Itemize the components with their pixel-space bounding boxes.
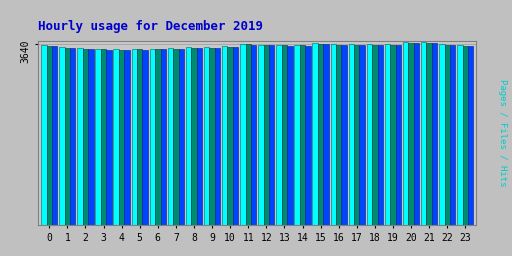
Bar bbox=[70, 48, 75, 225]
Bar bbox=[359, 45, 365, 225]
Bar bbox=[209, 48, 215, 225]
Bar bbox=[323, 44, 329, 225]
Bar bbox=[119, 49, 124, 225]
Text: Pages / Files / Hits: Pages / Files / Hits bbox=[498, 79, 507, 187]
Bar bbox=[88, 49, 94, 225]
Bar bbox=[47, 46, 52, 225]
Bar bbox=[377, 45, 383, 225]
Bar bbox=[233, 47, 238, 225]
Bar bbox=[246, 44, 251, 225]
Bar bbox=[160, 49, 166, 225]
Bar bbox=[155, 49, 160, 225]
Bar bbox=[168, 48, 173, 225]
Bar bbox=[367, 45, 372, 225]
Bar bbox=[439, 44, 444, 225]
Bar bbox=[197, 48, 202, 225]
Bar bbox=[403, 42, 409, 225]
Bar bbox=[463, 46, 468, 225]
Bar bbox=[426, 43, 432, 225]
Bar bbox=[342, 45, 347, 225]
Bar bbox=[179, 49, 184, 225]
Bar bbox=[390, 45, 396, 225]
Bar bbox=[385, 44, 390, 225]
Bar bbox=[396, 45, 401, 225]
Bar bbox=[137, 49, 142, 225]
Bar bbox=[444, 45, 450, 225]
Bar bbox=[354, 45, 359, 225]
Bar bbox=[65, 48, 70, 225]
Bar bbox=[114, 49, 119, 225]
Bar bbox=[52, 46, 57, 225]
Bar bbox=[269, 46, 274, 225]
Bar bbox=[336, 45, 342, 225]
Bar bbox=[215, 48, 220, 225]
Bar bbox=[318, 44, 323, 225]
Bar bbox=[372, 45, 377, 225]
Bar bbox=[227, 47, 233, 225]
Bar bbox=[300, 46, 305, 225]
Bar bbox=[222, 46, 227, 225]
Bar bbox=[331, 44, 336, 225]
Bar bbox=[287, 46, 292, 225]
Bar bbox=[204, 47, 209, 225]
Bar bbox=[468, 46, 474, 225]
Bar bbox=[150, 49, 155, 225]
Bar bbox=[258, 45, 264, 225]
Bar bbox=[59, 47, 65, 225]
Bar bbox=[240, 44, 246, 225]
Bar bbox=[186, 47, 191, 225]
Bar bbox=[432, 43, 437, 225]
Bar bbox=[450, 45, 455, 225]
Bar bbox=[95, 49, 101, 225]
Bar bbox=[191, 48, 197, 225]
Bar bbox=[305, 46, 311, 225]
Bar bbox=[264, 45, 269, 225]
Bar bbox=[173, 49, 179, 225]
Text: Hourly usage for December 2019: Hourly usage for December 2019 bbox=[38, 20, 263, 33]
Bar bbox=[276, 45, 282, 225]
Bar bbox=[142, 50, 148, 225]
Bar bbox=[409, 43, 414, 225]
Bar bbox=[132, 49, 137, 225]
Bar bbox=[106, 50, 112, 225]
Bar bbox=[294, 45, 300, 225]
Bar bbox=[77, 48, 83, 225]
Bar bbox=[349, 44, 354, 225]
Bar bbox=[124, 50, 130, 225]
Bar bbox=[414, 43, 419, 225]
Bar bbox=[282, 45, 287, 225]
Bar bbox=[83, 49, 88, 225]
Bar bbox=[251, 45, 257, 225]
Bar bbox=[457, 45, 463, 225]
Bar bbox=[101, 49, 106, 225]
Bar bbox=[312, 43, 318, 225]
Bar bbox=[421, 42, 426, 225]
Bar bbox=[41, 46, 47, 225]
